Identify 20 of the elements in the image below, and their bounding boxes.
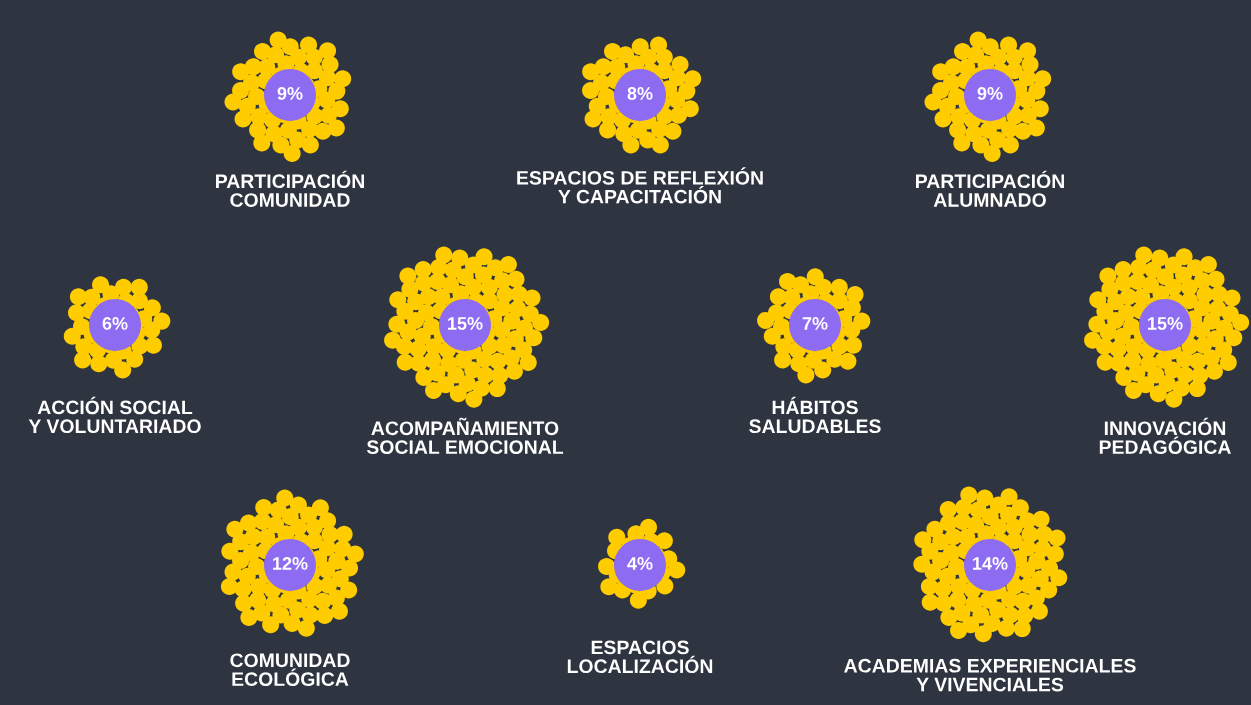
data-label: 8% (627, 87, 653, 100)
data-label: 7% (802, 317, 828, 330)
data-label: 12% (273, 557, 308, 570)
category-label: INNOVACIÓN PEDAGÓGICA (1099, 417, 1231, 455)
data-label: 4% (627, 557, 653, 570)
category-label: ESPACIOS LOCALIZACIÓN (567, 640, 713, 674)
category-label: ACCIÓN SOCIAL Y VOLUNTARIADO (28, 396, 201, 434)
category-label: PARTICIPACIÓN ALUMNADO (916, 170, 1064, 207)
data-label: 9% (277, 87, 303, 100)
category-label: ESPACIOS DE REFLEXIÓN Y CAPACITACIÓN (517, 167, 763, 204)
category-label: HÁBITOS SALUDABLES (749, 396, 881, 434)
data-label: 6% (102, 317, 128, 330)
category-label: COMUNIDAD ECOLÓGICA (230, 653, 350, 686)
data-label: 15% (448, 317, 483, 330)
category-label: ACOMPAÑAMIENTO SOCIAL EMOCIONAL (366, 417, 564, 455)
category-label: ACADEMIAS EXPERIENCIALES Y VIVENCIALES (844, 658, 1136, 692)
data-label: 15% (1148, 317, 1183, 330)
data-label: 14% (973, 557, 1008, 570)
category-label: PARTICIPACIÓN COMUNIDAD (216, 170, 364, 207)
data-label: 9% (977, 87, 1003, 100)
